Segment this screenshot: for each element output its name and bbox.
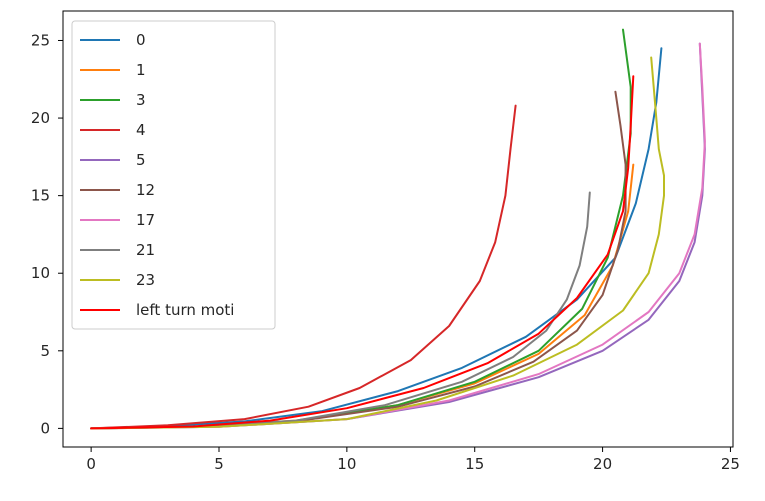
legend-label-0: 0 xyxy=(136,31,146,49)
legend-label-1: 1 xyxy=(136,61,146,79)
legend-label-9: left turn moti xyxy=(136,301,234,319)
legend-label-4: 5 xyxy=(136,151,146,169)
y-tick-label-0: 0 xyxy=(40,419,50,437)
legend-box xyxy=(71,20,276,330)
legend-label-8: 23 xyxy=(136,271,155,289)
legend-label-3: 4 xyxy=(136,121,146,139)
series-line-3 xyxy=(90,104,517,430)
series-line-7 xyxy=(90,191,591,430)
x-tick-label-4: 20 xyxy=(593,455,612,473)
series-line-8 xyxy=(90,56,665,430)
legend-label-5: 12 xyxy=(136,181,155,199)
x-tick-label-2: 10 xyxy=(337,455,356,473)
series-line-9 xyxy=(90,75,635,430)
y-tick-label-3: 15 xyxy=(31,187,50,205)
legend: 0 1 3 4 5 12 17 21 23 left turn moti xyxy=(71,20,276,330)
x-axis: 0 5 10 15 20 25 xyxy=(86,447,740,473)
y-axis: 0 5 10 15 20 25 xyxy=(31,31,63,437)
legend-label-6: 17 xyxy=(136,211,155,229)
plot-frame xyxy=(62,10,734,448)
x-tick-label-5: 25 xyxy=(721,455,740,473)
series-layer xyxy=(90,28,706,430)
y-tick-label-4: 20 xyxy=(31,109,50,127)
y-tick-label-1: 5 xyxy=(40,342,50,360)
x-tick-label-1: 5 xyxy=(214,455,224,473)
legend-label-7: 21 xyxy=(136,241,155,259)
y-tick-label-5: 25 xyxy=(31,31,50,49)
series-line-0 xyxy=(90,47,663,430)
x-tick-label-3: 15 xyxy=(465,455,484,473)
legend-label-2: 3 xyxy=(136,91,146,109)
y-tick-label-2: 10 xyxy=(31,264,50,282)
x-tick-label-0: 0 xyxy=(86,455,96,473)
